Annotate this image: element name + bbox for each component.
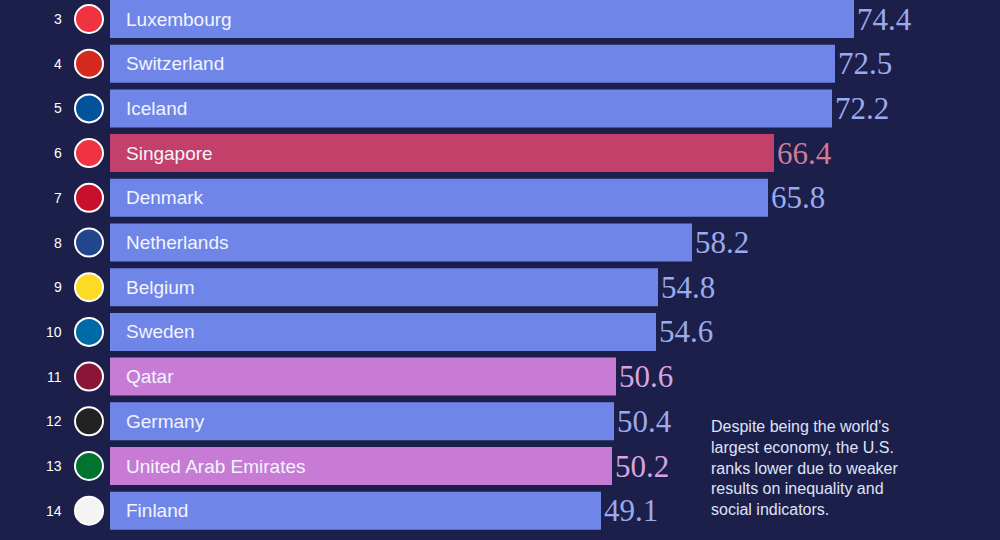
- svg-text:Luxembourg: Luxembourg: [126, 9, 232, 30]
- svg-text:12: 12: [46, 413, 62, 429]
- svg-text:14: 14: [46, 503, 62, 519]
- svg-text:54.8: 54.8: [661, 270, 715, 305]
- svg-text:3: 3: [54, 11, 62, 27]
- svg-text:8: 8: [54, 235, 62, 251]
- svg-text:11: 11: [47, 369, 62, 385]
- svg-text:72.5: 72.5: [838, 46, 892, 81]
- svg-text:66.4: 66.4: [777, 136, 832, 171]
- svg-text:Belgium: Belgium: [126, 277, 195, 298]
- svg-text:10: 10: [46, 324, 62, 340]
- svg-text:54.6: 54.6: [659, 314, 713, 349]
- svg-text:72.2: 72.2: [835, 91, 889, 126]
- svg-text:Qatar: Qatar: [126, 366, 174, 387]
- svg-text:Germany: Germany: [126, 411, 205, 432]
- svg-text:Singapore: Singapore: [126, 143, 213, 164]
- svg-text:6: 6: [54, 145, 62, 161]
- svg-text:5: 5: [54, 100, 62, 116]
- svg-text:65.8: 65.8: [771, 180, 825, 215]
- svg-text:Sweden: Sweden: [126, 321, 195, 342]
- svg-text:74.4: 74.4: [857, 2, 912, 37]
- svg-text:50.2: 50.2: [615, 449, 669, 484]
- svg-text:58.2: 58.2: [695, 225, 749, 260]
- svg-text:Switzerland: Switzerland: [126, 53, 224, 74]
- svg-text:Netherlands: Netherlands: [126, 232, 228, 253]
- svg-text:Denmark: Denmark: [126, 187, 204, 208]
- svg-text:7: 7: [54, 190, 62, 206]
- svg-text:50.4: 50.4: [617, 404, 672, 439]
- svg-text:4: 4: [54, 56, 62, 72]
- svg-text:Despite being the world'slarge: Despite being the world'slargest economy…: [711, 418, 898, 518]
- svg-text:9: 9: [54, 279, 62, 295]
- svg-text:50.6: 50.6: [619, 359, 673, 394]
- svg-text:Iceland: Iceland: [126, 98, 187, 119]
- svg-text:49.1: 49.1: [604, 493, 658, 528]
- svg-text:Finland: Finland: [126, 500, 188, 521]
- svg-text:13: 13: [46, 458, 62, 474]
- svg-text:United Arab Emirates: United Arab Emirates: [126, 456, 306, 477]
